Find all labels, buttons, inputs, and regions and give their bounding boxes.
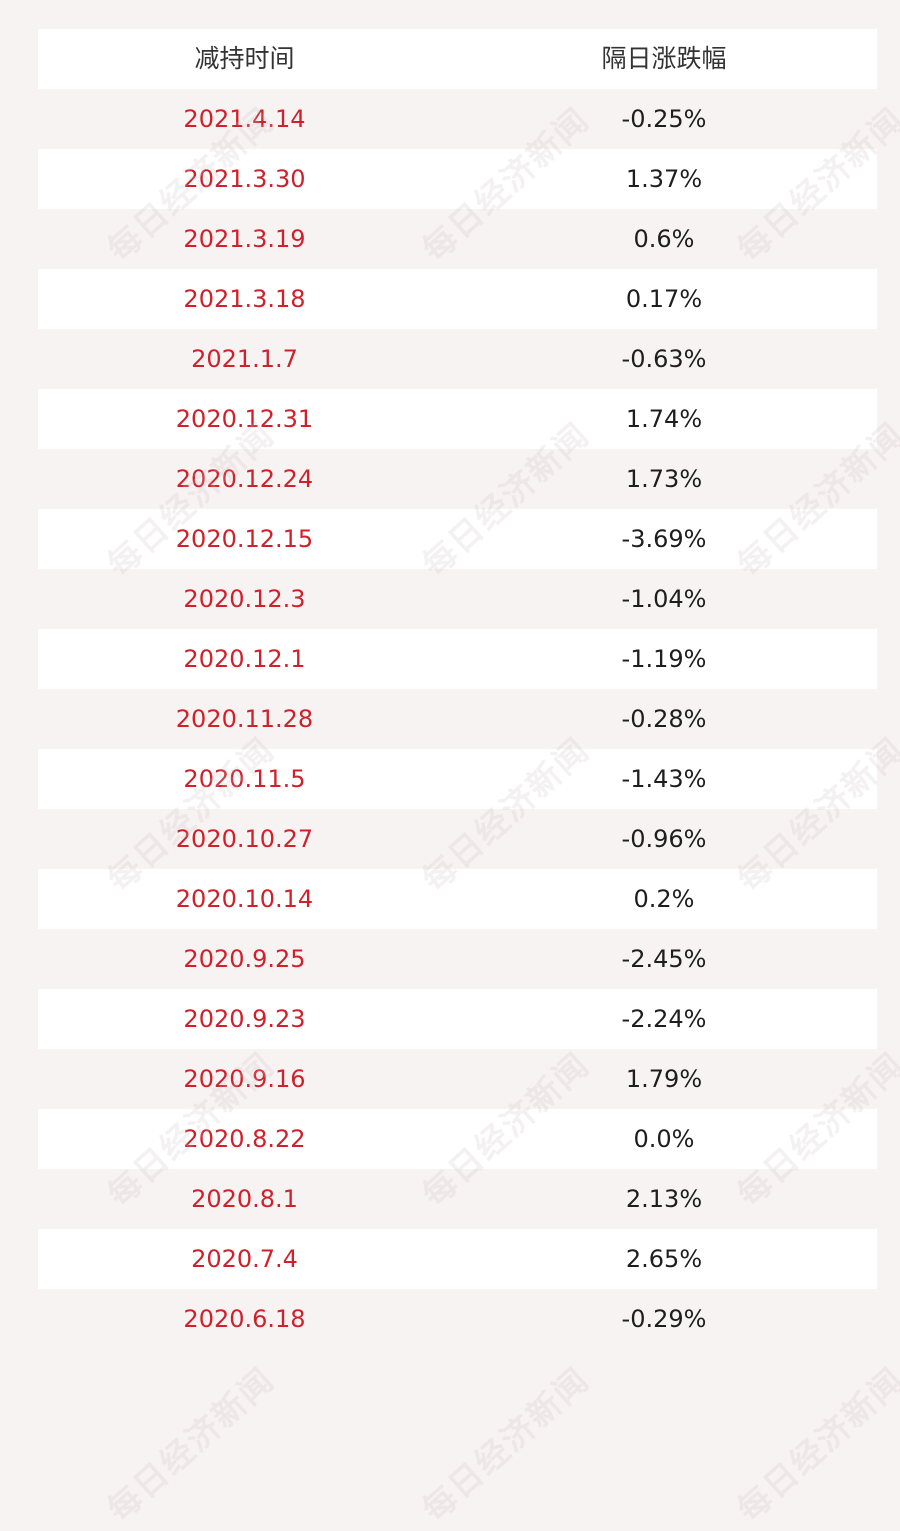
next-day-change: 2.13% [625,1185,703,1213]
watermark-text: 每日经济新闻 [99,1359,282,1530]
next-day-change: -0.28% [621,705,707,733]
reduction-date: 2020.8.1 [191,1185,298,1213]
next-day-change: 2.65% [625,1245,703,1273]
next-day-change: 0.17% [625,285,703,313]
reduction-date: 2021.3.18 [183,285,306,313]
watermark-text: 每日经济新闻 [729,1359,900,1530]
reduction-date: 2020.9.25 [183,945,306,973]
reduction-date: 2020.12.24 [175,465,314,493]
table-row: 2021.3.30 1.37% [38,149,877,209]
next-day-change: 1.73% [625,465,703,493]
table-row: 2020.9.23 -2.24% [38,989,877,1049]
table-row: 2021.4.14 -0.25% [38,89,877,149]
table-row: 2020.10.27 -0.96% [38,809,877,869]
table-row: 2020.12.1 -1.19% [38,629,877,689]
reduction-date: 2020.12.15 [175,525,314,553]
table-row: 2021.3.18 0.17% [38,269,877,329]
next-day-change: 1.37% [625,165,703,193]
reduction-date: 2020.11.5 [183,765,306,793]
table-row: 2020.12.31 1.74% [38,389,877,449]
table-row: 2020.10.14 0.2% [38,869,877,929]
next-day-change: -1.43% [621,765,707,793]
reduction-date: 2020.12.3 [183,585,306,613]
next-day-change: -0.96% [621,825,707,853]
reduction-date: 2020.12.1 [183,645,306,673]
table-row: 2020.12.24 1.73% [38,449,877,509]
reduction-date: 2020.9.23 [183,1005,306,1033]
next-day-change: 0.0% [633,1125,695,1153]
table-header: 减持时间 隔日涨跌幅 [38,29,877,89]
reduction-date: 2021.4.14 [183,105,306,133]
next-day-change: -3.69% [621,525,707,553]
table-row: 2021.3.19 0.6% [38,209,877,269]
table-row: 2020.8.22 0.0% [38,1109,877,1169]
table-row: 2021.1.7 -0.63% [38,329,877,389]
next-day-change: 0.2% [633,885,695,913]
table-row: 2020.9.25 -2.45% [38,929,877,989]
reduction-date: 2021.1.7 [191,345,298,373]
reduction-date: 2021.3.19 [183,225,306,253]
next-day-change: 0.6% [633,225,695,253]
next-day-change: 1.79% [625,1065,703,1093]
next-day-change: -0.25% [621,105,707,133]
table-row: 2020.6.18 -0.29% [38,1289,877,1349]
table-body: 2021.4.14 -0.25% 2021.3.30 1.37% 2021.3.19 0.… [38,89,877,1349]
reduction-table: 减持时间 隔日涨跌幅 2021.4.14 -0.25% 2021.3.30 1.37%… [38,29,877,1349]
reduction-date: 2020.10.27 [175,825,314,853]
next-day-change: -1.19% [621,645,707,673]
reduction-date: 2021.3.30 [183,165,306,193]
table-row: 2020.7.4 2.65% [38,1229,877,1289]
next-day-change: -1.04% [621,585,707,613]
header-date: 减持时间 [194,44,295,73]
watermark-text: 每日经济新闻 [414,1359,597,1530]
header-change: 隔日涨跌幅 [601,44,727,73]
table-row: 2020.12.3 -1.04% [38,569,877,629]
next-day-change: -0.63% [621,345,707,373]
reduction-date: 2020.11.28 [175,705,314,733]
reduction-date: 2020.8.22 [183,1125,306,1153]
table-row: 2020.8.1 2.13% [38,1169,877,1229]
next-day-change: 1.74% [625,405,703,433]
reduction-date: 2020.6.18 [183,1305,306,1333]
reduction-date: 2020.9.16 [183,1065,306,1093]
table-row: 2020.12.15 -3.69% [38,509,877,569]
next-day-change: -0.29% [621,1305,707,1333]
next-day-change: -2.45% [621,945,707,973]
table-row: 2020.11.5 -1.43% [38,749,877,809]
next-day-change: -2.24% [621,1005,707,1033]
table-row: 2020.9.16 1.79% [38,1049,877,1109]
reduction-date: 2020.7.4 [191,1245,298,1273]
reduction-date: 2020.10.14 [175,885,314,913]
table-row: 2020.11.28 -0.28% [38,689,877,749]
reduction-date: 2020.12.31 [175,405,314,433]
